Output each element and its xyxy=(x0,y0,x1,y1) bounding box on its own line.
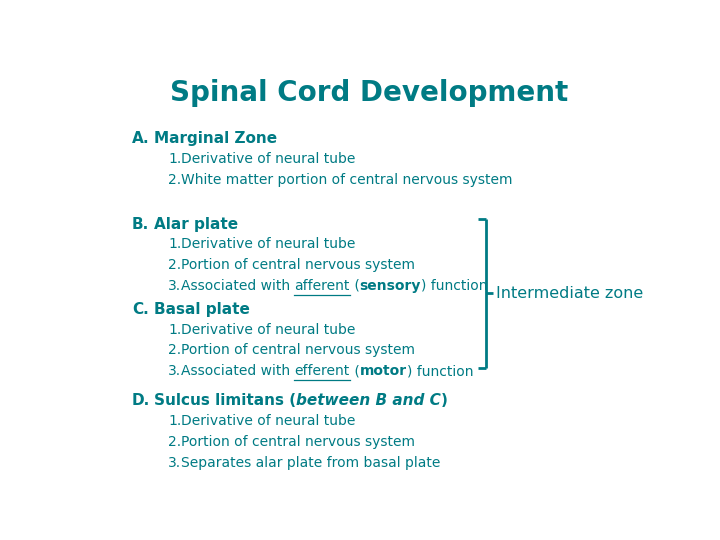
Text: Separates alar plate from basal plate: Separates alar plate from basal plate xyxy=(181,456,441,470)
Text: 1.: 1. xyxy=(168,238,181,251)
Text: Portion of central nervous system: Portion of central nervous system xyxy=(181,343,415,357)
Text: Spinal Cord Development: Spinal Cord Development xyxy=(170,79,568,107)
Text: D.: D. xyxy=(132,393,150,408)
Text: 1.: 1. xyxy=(168,152,181,166)
Text: sensory: sensory xyxy=(360,279,421,293)
Text: Derivative of neural tube: Derivative of neural tube xyxy=(181,152,356,166)
Text: Portion of central nervous system: Portion of central nervous system xyxy=(181,435,415,449)
Text: 2.: 2. xyxy=(168,173,181,187)
Text: Derivative of neural tube: Derivative of neural tube xyxy=(181,238,356,251)
Text: Intermediate zone: Intermediate zone xyxy=(496,286,644,301)
Text: A.: A. xyxy=(132,131,150,146)
Text: Alar plate: Alar plate xyxy=(154,217,238,232)
Text: Basal plate: Basal plate xyxy=(154,302,250,317)
Text: B.: B. xyxy=(132,217,149,232)
Text: 1.: 1. xyxy=(168,414,181,428)
Text: Portion of central nervous system: Portion of central nervous system xyxy=(181,258,415,272)
Text: Associated with: Associated with xyxy=(181,364,294,378)
Text: 2.: 2. xyxy=(168,258,181,272)
Text: afferent: afferent xyxy=(294,279,350,293)
Text: efferent: efferent xyxy=(294,364,350,378)
Text: Derivative of neural tube: Derivative of neural tube xyxy=(181,322,356,336)
Text: (: ( xyxy=(350,279,360,293)
Text: 2.: 2. xyxy=(168,343,181,357)
Text: 2.: 2. xyxy=(168,435,181,449)
Text: Derivative of neural tube: Derivative of neural tube xyxy=(181,414,356,428)
Text: ): ) xyxy=(441,393,448,408)
Text: 3.: 3. xyxy=(168,364,181,378)
Text: (: ( xyxy=(350,364,359,378)
Text: motor: motor xyxy=(359,364,407,378)
Text: Marginal Zone: Marginal Zone xyxy=(154,131,277,146)
Text: 1.: 1. xyxy=(168,322,181,336)
Text: Associated with: Associated with xyxy=(181,279,294,293)
Text: 3.: 3. xyxy=(168,456,181,470)
Text: between B and C: between B and C xyxy=(297,393,441,408)
Text: ) function: ) function xyxy=(407,364,473,378)
Text: ) function: ) function xyxy=(421,279,487,293)
Text: 3.: 3. xyxy=(168,279,181,293)
Text: Sulcus limitans (: Sulcus limitans ( xyxy=(154,393,297,408)
Text: C.: C. xyxy=(132,302,148,317)
Text: White matter portion of central nervous system: White matter portion of central nervous … xyxy=(181,173,513,187)
